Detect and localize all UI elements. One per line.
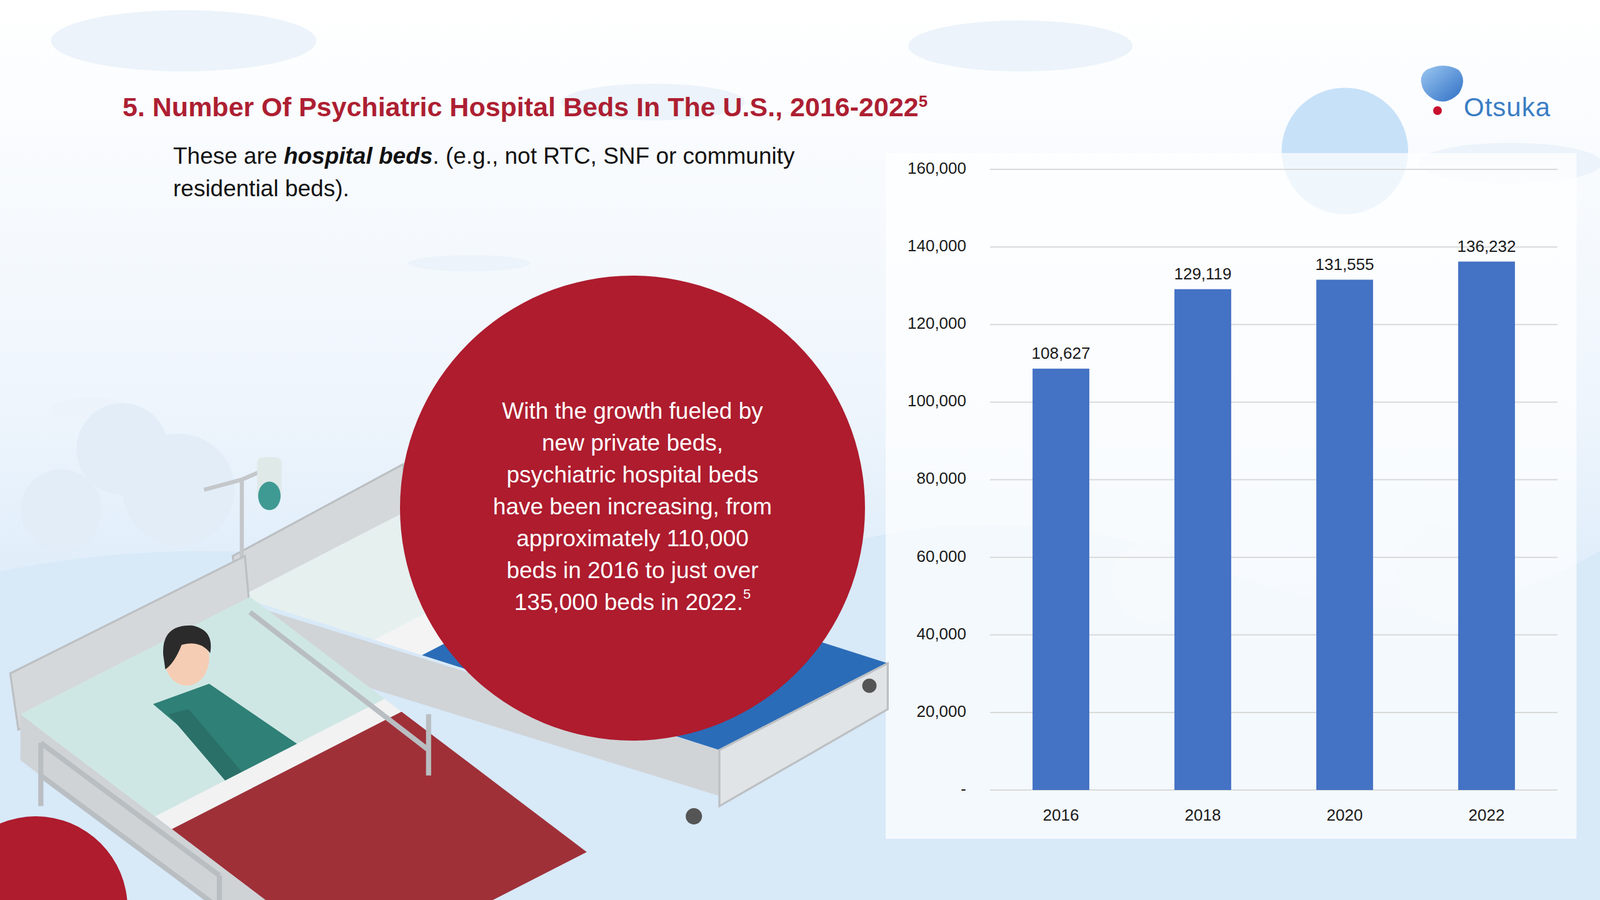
bar bbox=[1316, 280, 1374, 790]
callout-text-line: 135,000 beds in 2022.5 bbox=[514, 586, 751, 615]
bed-wheel bbox=[862, 678, 877, 694]
data-label: 129,119 bbox=[1173, 264, 1232, 284]
slide-art: With the growth fueled by new private bed… bbox=[0, 0, 1600, 900]
callout-text: have been increasing, from bbox=[493, 493, 772, 520]
callout-text: With the growth fueled by bbox=[501, 398, 764, 424]
bed-rail bbox=[250, 612, 429, 776]
x-tick-label: 2022 bbox=[1468, 805, 1505, 825]
logo-dot bbox=[1433, 106, 1442, 115]
patient-hair bbox=[163, 625, 211, 670]
note-text: These are bbox=[173, 143, 284, 169]
callout-text-line: have been increasing, from bbox=[493, 493, 772, 520]
bars bbox=[1032, 261, 1515, 790]
title: 5. Number Of Psychiatric Hospital Beds I… bbox=[122, 90, 928, 124]
logo-mark bbox=[1421, 65, 1464, 102]
x-tick-label: 2016 bbox=[1043, 805, 1080, 825]
callout-text-line: approximately 110,000 bbox=[516, 525, 749, 552]
bed-blanket bbox=[171, 711, 587, 900]
x-tick-label: 2020 bbox=[1326, 805, 1364, 825]
y-tick-label: 100,000 bbox=[907, 391, 967, 410]
callout-text: psychiatric hospital beds bbox=[506, 461, 759, 488]
callout-text: new private beds, bbox=[541, 430, 724, 456]
cloud bbox=[51, 10, 317, 72]
patient-arm bbox=[168, 709, 245, 786]
callout-text-line: psychiatric hospital beds bbox=[506, 461, 759, 488]
title-text: 5. Number Of Psychiatric Hospital Beds I… bbox=[122, 91, 919, 122]
callout-text: approximately 110,000 bbox=[516, 525, 749, 552]
y-tick-label: 40,000 bbox=[916, 624, 967, 644]
grid-line bbox=[990, 168, 1558, 170]
callout-circle bbox=[400, 275, 865, 741]
bar bbox=[1032, 368, 1090, 790]
bar bbox=[1174, 289, 1232, 790]
bar bbox=[1458, 261, 1515, 790]
iv-fluid bbox=[258, 481, 281, 511]
x-tick-label: 2018 bbox=[1185, 805, 1222, 825]
note: These are hospital beds. (e.g., not RTC,… bbox=[173, 140, 892, 205]
cloud bbox=[408, 255, 531, 272]
title-footnote: 5 bbox=[918, 91, 928, 111]
chart-panel bbox=[885, 153, 1577, 839]
data-label: 136,232 bbox=[1457, 236, 1517, 256]
slide: With the growth fueled by new private bed… bbox=[0, 0, 1600, 900]
callout-text: 135,000 beds in 2022. bbox=[514, 589, 744, 615]
tree bbox=[20, 469, 103, 552]
y-tick-label: 80,000 bbox=[916, 468, 967, 488]
decor-circle bbox=[0, 816, 128, 900]
callout-text-line: beds in 2016 to just over bbox=[506, 557, 759, 584]
callout-text-line: With the growth fueled by bbox=[501, 398, 764, 424]
y-tick-label: 120,000 bbox=[907, 313, 967, 333]
footnote-mark: 5 bbox=[743, 586, 751, 602]
chart: - 20,000 40,000 60,000 80,000 100,000 120,000 1… bbox=[907, 158, 1558, 825]
logo-text: Otsuka bbox=[1463, 92, 1551, 122]
y-tick-label: 160,000 bbox=[907, 158, 967, 178]
background-illustration bbox=[0, 10, 1600, 900]
tree bbox=[122, 433, 235, 547]
y-tick-label: - bbox=[960, 779, 967, 799]
background bbox=[0, 0, 1600, 900]
bed-wheel bbox=[685, 808, 702, 825]
cloud bbox=[908, 20, 1133, 72]
y-tick-label: 60,000 bbox=[916, 546, 967, 566]
y-tick-label: 20,000 bbox=[916, 701, 967, 721]
y-tick-label: 140,000 bbox=[907, 236, 967, 255]
data-label: 131,555 bbox=[1315, 255, 1375, 274]
data-label: 108,627 bbox=[1031, 343, 1091, 363]
note-emphasis: hospital beds bbox=[283, 143, 433, 169]
callout-text: beds in 2016 to just over bbox=[506, 557, 759, 584]
callout-text-line: new private beds, bbox=[541, 430, 724, 456]
